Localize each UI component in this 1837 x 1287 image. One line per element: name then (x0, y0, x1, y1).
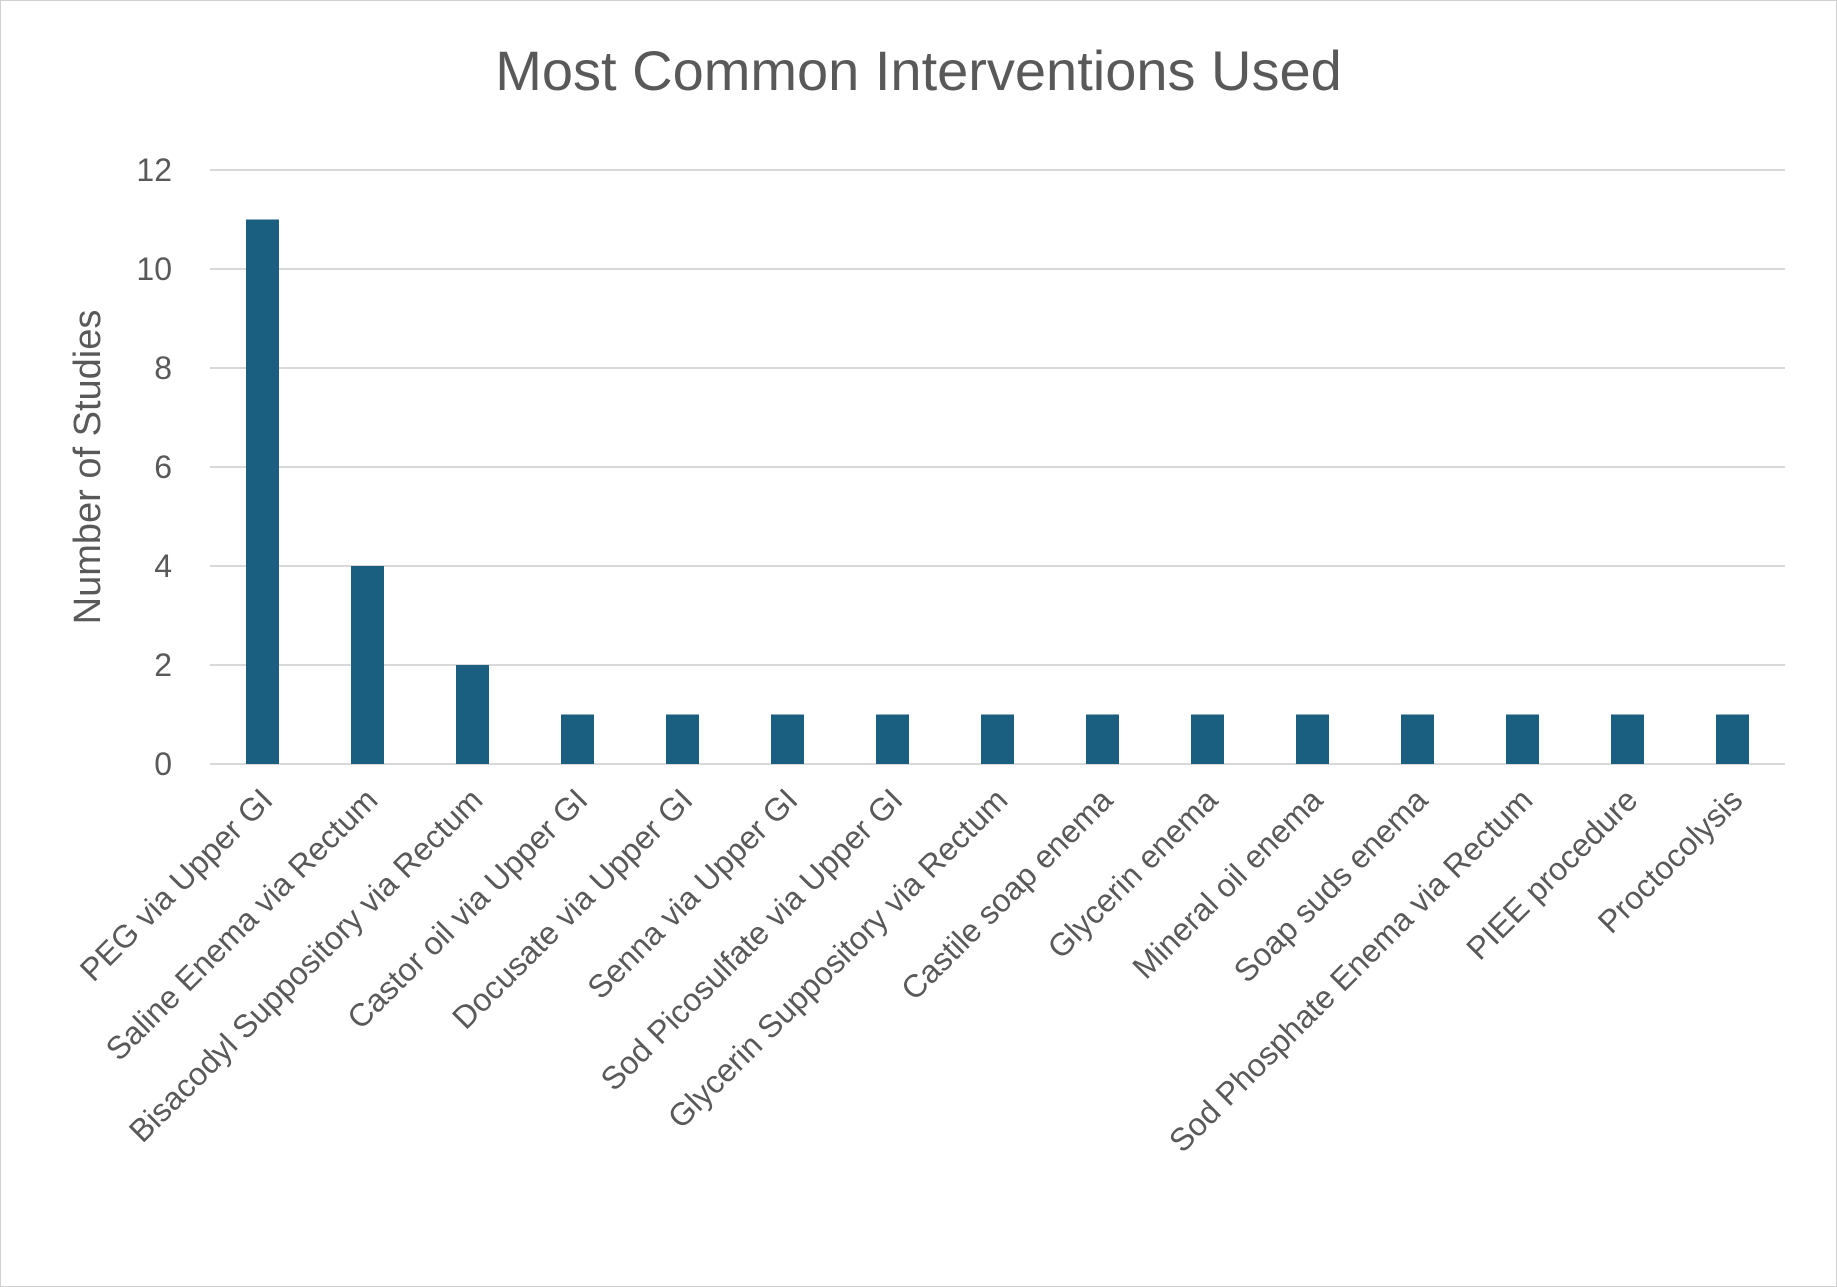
bar-6 (771, 714, 804, 764)
bar-4 (561, 714, 594, 764)
chart-title: Most Common Interventions Used (495, 39, 1342, 102)
bar-8 (981, 714, 1014, 764)
y-tick-label: 0 (154, 746, 172, 782)
y-tick-label: 10 (136, 251, 172, 287)
x-tick-label: PEG via Upper GI (73, 781, 280, 988)
x-tick-label: Soap suds enema (1227, 781, 1435, 989)
bar-2 (351, 566, 384, 764)
bar-9 (1086, 714, 1119, 764)
x-tick-label: Sod Phosphate Enema via Rectum (1162, 781, 1540, 1159)
y-tick-label: 8 (154, 350, 172, 386)
bars (246, 219, 1749, 764)
bar-3 (456, 665, 489, 764)
bar-14 (1611, 714, 1644, 764)
bar-12 (1401, 714, 1434, 764)
bar-5 (666, 714, 699, 764)
y-tick-label: 2 (154, 647, 172, 683)
bar-11 (1296, 714, 1329, 764)
y-tick-label: 4 (154, 548, 172, 584)
y-axis-title: Number of Studies (67, 310, 109, 625)
y-tick-label: 6 (154, 449, 172, 485)
bar-15 (1716, 714, 1749, 764)
y-axis-ticks: 0 2 4 6 8 10 12 (136, 152, 172, 782)
y-tick-label: 12 (136, 152, 172, 188)
x-tick-label: Mineral oil enema (1125, 781, 1329, 985)
bar-13 (1506, 714, 1539, 764)
bar-7 (876, 714, 909, 764)
bar-10 (1191, 714, 1224, 764)
gridlines (210, 169, 1785, 765)
bar-1 (246, 219, 279, 764)
